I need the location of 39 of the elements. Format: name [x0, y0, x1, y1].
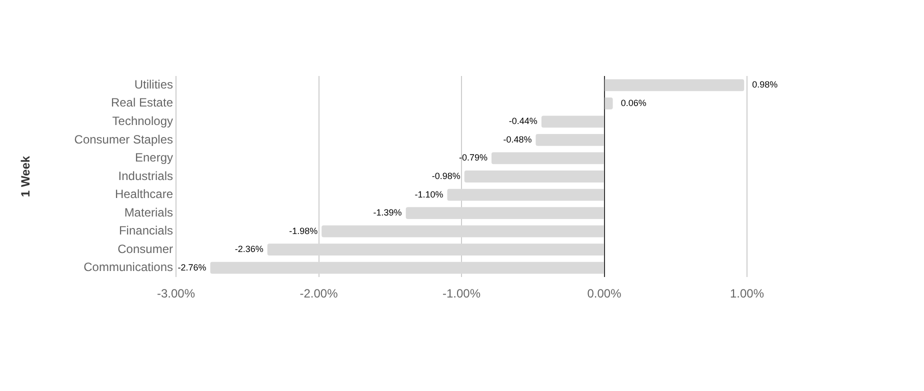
bar [406, 207, 604, 219]
y-tick-label: Materials [124, 205, 173, 220]
y-axis-title: 1 Week [18, 156, 33, 198]
bar [604, 97, 613, 110]
x-tick-label: 1.00% [730, 286, 764, 301]
x-tick-label: -3.00% [156, 286, 196, 301]
bar [536, 134, 604, 146]
x-tick-label: -1.00% [442, 286, 481, 301]
y-tick-label: Industrials [118, 168, 173, 183]
y-tick-label: Real Estate [110, 96, 174, 110]
data-label: -2.76% [178, 262, 206, 272]
data-label: -1.39% [373, 208, 402, 218]
data-label: 0.06% [620, 98, 646, 108]
y-tick-label: Energy [134, 150, 173, 165]
y-tick-label: Communications [84, 260, 173, 274]
y-tick-label: Consumer Staples [74, 132, 173, 146]
bar [267, 244, 604, 256]
data-label: -0.44% [508, 116, 538, 126]
y-tick-label: Technology [112, 114, 173, 128]
y-tick-label: Healthcare [114, 187, 174, 202]
data-label: -2.36% [234, 244, 264, 254]
data-label: -1.10% [414, 189, 444, 200]
bar [210, 262, 604, 274]
bar [541, 116, 604, 128]
bar [491, 152, 604, 164]
bar [464, 170, 604, 182]
x-tick-label: 0.00% [587, 286, 622, 301]
data-label: -0.79% [458, 152, 488, 163]
x-tick-label: -2.00% [300, 286, 338, 301]
y-tick-label: Consumer [118, 242, 173, 256]
y-tick-label: Financials [118, 224, 173, 238]
data-label: -0.98% [432, 170, 460, 181]
bar [447, 188, 604, 201]
y-tick-label: Utilities [134, 77, 173, 92]
data-label: 0.98% [752, 80, 778, 90]
bar [322, 225, 604, 238]
bar [604, 79, 744, 92]
data-label: -0.48% [503, 134, 532, 144]
data-label: -1.98% [289, 226, 318, 236]
